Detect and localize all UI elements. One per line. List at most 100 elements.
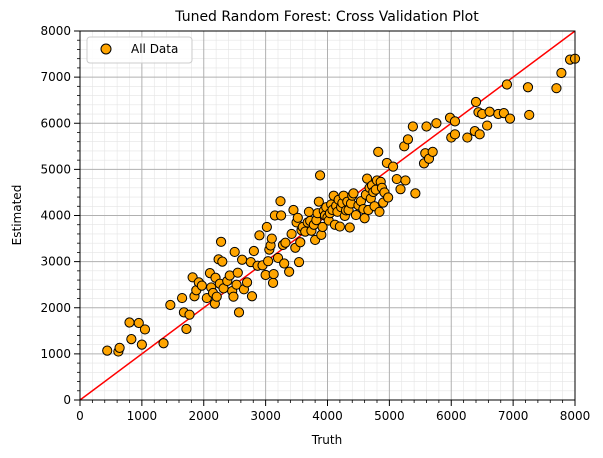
data-point xyxy=(292,212,303,223)
y-axis-label: Estimated xyxy=(10,185,24,246)
x-tick-label: 8000 xyxy=(560,409,591,423)
data-point xyxy=(196,280,207,291)
data-point xyxy=(228,291,239,302)
data-point xyxy=(374,206,385,217)
data-point xyxy=(387,161,399,172)
x-axis-label: Truth xyxy=(311,433,342,447)
data-point xyxy=(215,236,227,247)
data-point xyxy=(400,175,411,186)
y-tick-label: 6000 xyxy=(40,116,71,130)
data-point xyxy=(231,279,242,290)
data-point xyxy=(288,204,299,216)
data-point xyxy=(334,221,345,232)
data-point xyxy=(348,188,359,199)
data-point xyxy=(383,192,394,203)
data-point xyxy=(133,317,144,329)
data-point xyxy=(556,67,567,79)
data-point xyxy=(303,206,315,217)
data-point xyxy=(551,83,562,94)
data-point xyxy=(449,116,461,127)
data-point xyxy=(263,256,274,267)
data-point xyxy=(474,129,485,140)
data-point xyxy=(184,309,195,320)
data-point xyxy=(126,334,137,345)
data-point xyxy=(124,317,135,328)
data-point xyxy=(279,258,290,269)
y-tick-labels: 0 1000 2000 3000 4000 5000 6000 7000 8000 xyxy=(40,24,71,407)
x-tick-label: 0 xyxy=(76,409,84,423)
data-point xyxy=(410,188,421,199)
legend-marker xyxy=(100,43,112,55)
data-point xyxy=(211,291,222,302)
data-point xyxy=(362,173,373,184)
legend-label: All Data xyxy=(131,42,178,56)
legend-box xyxy=(86,36,193,64)
data-point xyxy=(522,82,534,93)
x-tick-label: 5000 xyxy=(374,409,405,423)
data-point xyxy=(232,267,243,278)
data-point xyxy=(350,209,362,221)
data-point xyxy=(176,292,188,304)
y-tick-label: 1000 xyxy=(40,347,71,361)
data-point xyxy=(344,222,355,233)
data-point xyxy=(407,121,418,132)
data-point xyxy=(295,237,306,248)
data-point xyxy=(280,237,291,248)
data-point xyxy=(402,134,414,145)
data-point xyxy=(395,184,406,195)
data-point xyxy=(524,109,535,121)
y-tick-label: 3000 xyxy=(40,255,71,269)
data-point xyxy=(284,266,295,277)
data-point xyxy=(266,233,277,244)
data-point xyxy=(373,146,384,157)
data-point xyxy=(501,79,513,90)
data-point xyxy=(427,146,438,157)
data-point xyxy=(313,196,324,207)
data-point xyxy=(462,132,473,143)
data-point xyxy=(359,213,370,224)
data-point xyxy=(114,342,125,353)
data-point xyxy=(482,120,493,131)
axis-ticks xyxy=(74,30,576,406)
data-point xyxy=(139,324,151,335)
data-point xyxy=(268,268,279,280)
data-point xyxy=(254,230,265,241)
data-point xyxy=(261,221,272,233)
y-tick-label: 8000 xyxy=(40,24,71,38)
x-tick-labels: 0 1000 2000 3000 4000 5000 6000 7000 8000 xyxy=(76,409,590,423)
data-points xyxy=(102,53,581,357)
data-point xyxy=(317,221,328,233)
data-point xyxy=(246,291,258,302)
y-tick-label: 4000 xyxy=(40,209,71,223)
y-tick-label: 7000 xyxy=(40,70,71,84)
data-point xyxy=(275,210,287,221)
data-point xyxy=(449,129,461,140)
data-point xyxy=(237,254,248,265)
data-point xyxy=(267,277,279,288)
data-point xyxy=(136,339,147,350)
y-tick-label: 5000 xyxy=(40,162,71,176)
x-tick-label: 3000 xyxy=(250,409,281,423)
data-point xyxy=(181,323,192,335)
data-point xyxy=(470,96,482,108)
data-point xyxy=(102,345,113,356)
data-point xyxy=(241,277,253,288)
data-point xyxy=(217,256,228,267)
data-point xyxy=(275,196,286,207)
x-tick-label: 6000 xyxy=(436,409,467,423)
legend: All Data xyxy=(86,36,193,64)
data-point xyxy=(391,173,402,185)
data-point xyxy=(431,118,442,129)
x-tick-label: 4000 xyxy=(312,409,343,423)
data-point xyxy=(165,299,176,311)
x-tick-label: 2000 xyxy=(188,409,219,423)
chart-title: Tuned Random Forest: Cross Validation Pl… xyxy=(174,9,479,25)
data-point xyxy=(293,256,305,268)
x-tick-label: 1000 xyxy=(127,409,158,423)
data-point xyxy=(248,245,259,257)
data-point xyxy=(314,170,326,181)
y-tick-label: 0 xyxy=(63,393,71,407)
data-point xyxy=(286,228,297,240)
x-tick-label: 7000 xyxy=(498,409,529,423)
